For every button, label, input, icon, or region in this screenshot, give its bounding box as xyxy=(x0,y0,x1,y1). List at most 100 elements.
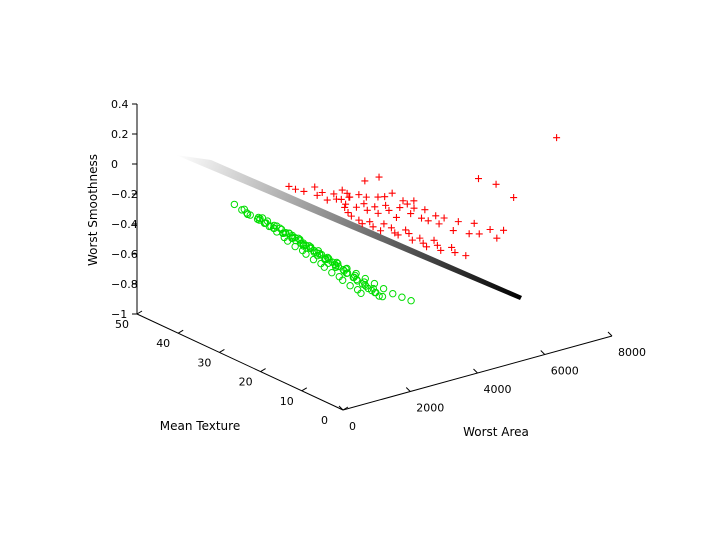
red-point xyxy=(358,220,366,228)
red-point xyxy=(366,218,374,226)
red-point xyxy=(424,217,432,225)
y-tick-mark xyxy=(177,329,184,334)
green-point xyxy=(346,282,354,290)
series-red-points xyxy=(285,134,561,260)
series-green-points xyxy=(230,200,415,305)
red-point xyxy=(332,195,340,203)
z-tick-label: −0.2 xyxy=(111,188,138,201)
red-point xyxy=(423,243,431,251)
green-point xyxy=(324,254,333,263)
green-point xyxy=(291,242,299,251)
red-point xyxy=(418,214,426,222)
y-axis-label: Mean Texture xyxy=(160,419,240,433)
red-point xyxy=(421,206,429,214)
red-point xyxy=(486,226,494,233)
red-point xyxy=(355,216,363,224)
y-tick-mark xyxy=(260,368,266,373)
x-tick-mark xyxy=(405,387,411,392)
red-point xyxy=(347,212,355,220)
green-point xyxy=(378,292,387,301)
red-point xyxy=(454,218,462,226)
red-point xyxy=(405,230,413,238)
red-point xyxy=(465,230,473,238)
red-point xyxy=(553,134,561,142)
red-point xyxy=(363,206,371,214)
z-tick-label: −0.4 xyxy=(111,218,138,231)
red-point xyxy=(385,206,393,214)
green-point xyxy=(279,229,287,237)
y-tick-label: 30 xyxy=(197,356,211,369)
red-point xyxy=(382,201,390,209)
red-point xyxy=(362,193,370,201)
red-point xyxy=(407,210,415,218)
red-point xyxy=(408,236,416,244)
green-point xyxy=(320,263,329,271)
red-point xyxy=(435,220,443,228)
green-point xyxy=(269,224,278,232)
red-point xyxy=(342,200,350,208)
green-point xyxy=(342,269,351,278)
green-point xyxy=(297,239,305,248)
green-point xyxy=(343,264,351,273)
red-point xyxy=(318,188,326,196)
green-point xyxy=(313,251,322,260)
x-tick-mark xyxy=(607,331,613,337)
x-tick-mark xyxy=(473,368,478,374)
red-point xyxy=(474,175,482,183)
green-point xyxy=(369,284,378,293)
x-tick-mark xyxy=(338,405,344,411)
red-point xyxy=(300,187,308,195)
red-point xyxy=(371,203,379,211)
red-point xyxy=(462,252,470,260)
x-tick-mark xyxy=(540,350,546,355)
x-tick-label: 0 xyxy=(349,420,356,433)
red-point xyxy=(311,183,319,191)
red-point xyxy=(440,214,448,222)
red-point xyxy=(437,246,445,254)
red-point xyxy=(355,191,363,199)
green-point xyxy=(246,211,254,219)
red-point xyxy=(341,203,349,211)
z-tick-label: 0.4 xyxy=(111,98,129,111)
red-point xyxy=(323,196,331,204)
red-point xyxy=(343,189,351,197)
red-point xyxy=(449,227,457,235)
green-point xyxy=(324,259,332,267)
red-point xyxy=(285,182,293,190)
green-point xyxy=(370,279,379,288)
z-tick-label: −1 xyxy=(111,308,127,321)
z-axis-label: Worst Smoothness xyxy=(86,154,100,266)
red-point xyxy=(492,180,500,188)
red-point xyxy=(377,227,385,235)
red-point xyxy=(500,226,508,234)
z-tick-label: 0 xyxy=(111,158,118,171)
x-tick-label: 8000 xyxy=(618,346,646,359)
red-point xyxy=(470,219,478,227)
red-point xyxy=(374,193,382,201)
green-point xyxy=(398,293,406,301)
red-point xyxy=(388,189,396,197)
green-point xyxy=(315,249,324,258)
red-point xyxy=(402,226,410,234)
green-point xyxy=(302,244,311,252)
red-point xyxy=(493,234,501,242)
green-point xyxy=(364,284,372,293)
x-axis-label: Worst Area xyxy=(463,425,529,439)
y-tick-label: 10 xyxy=(280,395,294,408)
green-point xyxy=(360,278,368,286)
y-tick-mark xyxy=(342,406,349,411)
red-point xyxy=(381,193,389,201)
red-point xyxy=(291,185,299,193)
x-tick-label: 4000 xyxy=(484,383,512,396)
red-point xyxy=(380,220,388,228)
x-tick-label: 2000 xyxy=(416,402,444,415)
red-point xyxy=(475,230,483,238)
red-point xyxy=(410,197,418,205)
red-point xyxy=(375,173,383,181)
red-point xyxy=(338,186,346,194)
red-point xyxy=(399,197,407,205)
green-point xyxy=(332,263,340,271)
green-point xyxy=(361,274,369,283)
z-tick-label: −0.6 xyxy=(111,248,138,261)
y-tick-mark xyxy=(301,387,308,392)
